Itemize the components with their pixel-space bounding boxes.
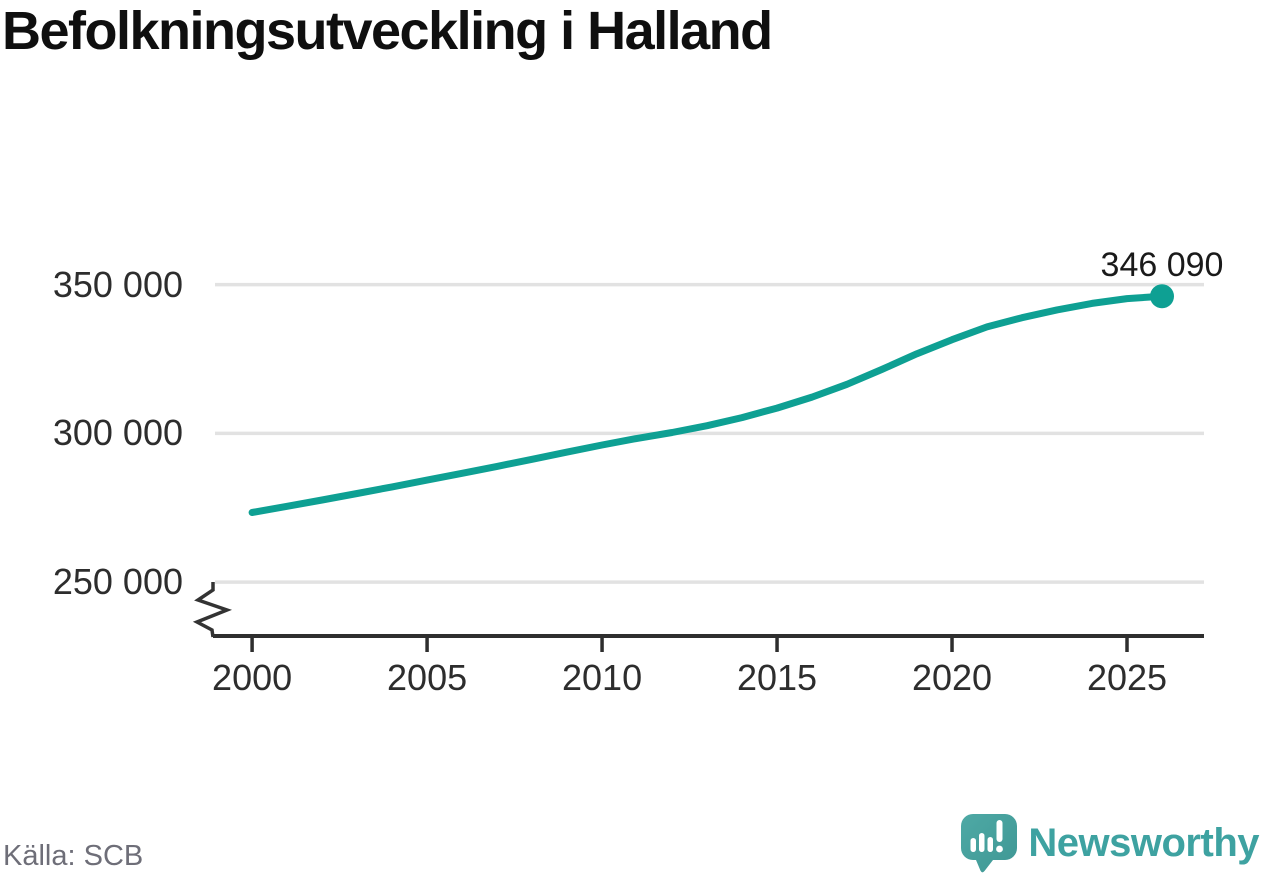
x-tick-label: 2020 [911,657,993,698]
population-line [248,292,1166,516]
y-tick-label: 350 000 [52,263,183,305]
x-tick-label: 2000 [212,657,293,698]
y-tick-label: 300 000 [52,412,183,454]
gridlines [215,282,1204,584]
axis-break-icon [192,582,233,638]
page-title: Befolkningsutveckling i Halland [2,1,773,61]
end-value-label: 346 090 [1100,246,1224,284]
y-tick-label: 250 000 [52,561,183,603]
newsworthy-bubble-chart-icon [961,814,1018,873]
source-note: Källa: SCB [3,840,144,872]
newsworthy-wordmark: Newsworthy [1028,821,1259,865]
x-tick-label: 2015 [736,657,818,698]
x-tick-label: 2005 [387,657,468,698]
x-axis [213,634,1204,652]
end-point-marker [1150,284,1175,309]
x-tick-label: 2025 [1086,657,1168,698]
x-tick-label: 2010 [562,657,643,698]
newsworthy-logo: Newsworthy [959,812,1259,874]
